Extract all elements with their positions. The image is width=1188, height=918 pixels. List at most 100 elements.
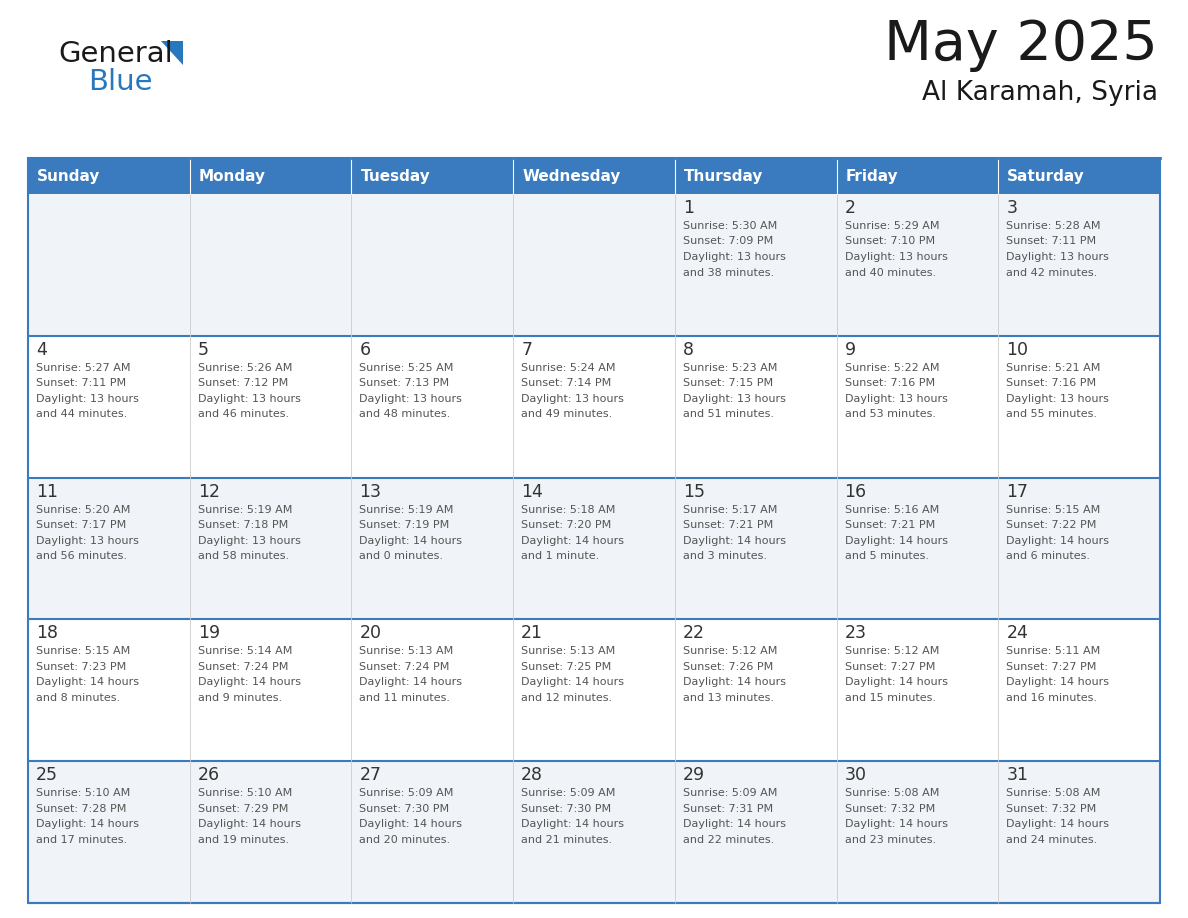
Text: Sunrise: 5:20 AM: Sunrise: 5:20 AM [36, 505, 131, 515]
Text: Sunset: 7:23 PM: Sunset: 7:23 PM [36, 662, 126, 672]
Bar [675, 620, 836, 761]
Text: Sunrise: 5:15 AM: Sunrise: 5:15 AM [36, 646, 131, 656]
Text: Sunrise: 5:09 AM: Sunrise: 5:09 AM [360, 789, 454, 798]
Text: and 48 minutes.: and 48 minutes. [360, 409, 450, 420]
Text: Sunset: 7:27 PM: Sunset: 7:27 PM [1006, 662, 1097, 672]
Text: Sunset: 7:16 PM: Sunset: 7:16 PM [845, 378, 935, 388]
Bar [352, 194, 513, 336]
Text: Sunrise: 5:21 AM: Sunrise: 5:21 AM [1006, 363, 1100, 373]
Text: Sunset: 7:32 PM: Sunset: 7:32 PM [1006, 803, 1097, 813]
Text: Sunrise: 5:13 AM: Sunrise: 5:13 AM [522, 646, 615, 656]
Text: Sunrise: 5:12 AM: Sunrise: 5:12 AM [683, 646, 777, 656]
Text: Sunset: 7:30 PM: Sunset: 7:30 PM [522, 803, 612, 813]
Bar [675, 477, 836, 620]
Text: Sunset: 7:25 PM: Sunset: 7:25 PM [522, 662, 612, 672]
Text: Daylight: 13 hours: Daylight: 13 hours [36, 535, 139, 545]
Text: and 55 minutes.: and 55 minutes. [1006, 409, 1098, 420]
Text: Sunrise: 5:15 AM: Sunrise: 5:15 AM [1006, 505, 1100, 515]
Text: Daylight: 13 hours: Daylight: 13 hours [845, 252, 948, 262]
Text: Daylight: 13 hours: Daylight: 13 hours [683, 252, 785, 262]
Bar [836, 194, 998, 336]
Text: Sunrise: 5:30 AM: Sunrise: 5:30 AM [683, 221, 777, 231]
Bar [513, 477, 675, 620]
Bar [998, 620, 1159, 761]
Text: Sunset: 7:29 PM: Sunset: 7:29 PM [197, 803, 287, 813]
Text: Sunrise: 5:14 AM: Sunrise: 5:14 AM [197, 646, 292, 656]
Text: Sunrise: 5:13 AM: Sunrise: 5:13 AM [360, 646, 454, 656]
Text: Daylight: 14 hours: Daylight: 14 hours [522, 819, 624, 829]
Bar [29, 620, 190, 761]
Text: 10: 10 [1006, 341, 1029, 359]
Bar [190, 761, 352, 903]
Text: Sunset: 7:28 PM: Sunset: 7:28 PM [36, 803, 126, 813]
Bar [836, 477, 998, 620]
Text: and 15 minutes.: and 15 minutes. [845, 693, 936, 703]
Bar [190, 336, 352, 477]
Text: Sunset: 7:10 PM: Sunset: 7:10 PM [845, 237, 935, 247]
Text: and 19 minutes.: and 19 minutes. [197, 834, 289, 845]
Bar [836, 158, 998, 194]
Text: Daylight: 13 hours: Daylight: 13 hours [36, 394, 139, 404]
Text: Daylight: 14 hours: Daylight: 14 hours [360, 535, 462, 545]
Bar [29, 761, 190, 903]
Bar [513, 620, 675, 761]
Text: 24: 24 [1006, 624, 1028, 643]
Bar [352, 620, 513, 761]
Bar [190, 158, 352, 194]
Bar [675, 158, 836, 194]
Text: and 49 minutes.: and 49 minutes. [522, 409, 612, 420]
Text: Sunset: 7:26 PM: Sunset: 7:26 PM [683, 662, 773, 672]
Bar [998, 194, 1159, 336]
Text: Daylight: 14 hours: Daylight: 14 hours [683, 535, 785, 545]
Text: Sunset: 7:21 PM: Sunset: 7:21 PM [683, 521, 773, 530]
Text: and 38 minutes.: and 38 minutes. [683, 267, 775, 277]
Text: Sunset: 7:19 PM: Sunset: 7:19 PM [360, 521, 450, 530]
Text: 21: 21 [522, 624, 543, 643]
Text: Al Karamah, Syria: Al Karamah, Syria [922, 80, 1158, 106]
Text: Blue: Blue [88, 68, 152, 96]
Text: 9: 9 [845, 341, 855, 359]
Bar [29, 336, 190, 477]
Text: Daylight: 14 hours: Daylight: 14 hours [197, 819, 301, 829]
Text: and 44 minutes.: and 44 minutes. [36, 409, 127, 420]
Text: Daylight: 13 hours: Daylight: 13 hours [522, 394, 624, 404]
Text: and 21 minutes.: and 21 minutes. [522, 834, 612, 845]
Text: Daylight: 14 hours: Daylight: 14 hours [683, 677, 785, 688]
Text: Sunset: 7:14 PM: Sunset: 7:14 PM [522, 378, 612, 388]
Bar [675, 761, 836, 903]
Text: May 2025: May 2025 [884, 18, 1158, 72]
Bar [190, 194, 352, 336]
Text: 27: 27 [360, 767, 381, 784]
Text: 5: 5 [197, 341, 209, 359]
Text: Sunset: 7:20 PM: Sunset: 7:20 PM [522, 521, 612, 530]
Text: Sunrise: 5:23 AM: Sunrise: 5:23 AM [683, 363, 777, 373]
Text: 19: 19 [197, 624, 220, 643]
Text: and 40 minutes.: and 40 minutes. [845, 267, 936, 277]
Text: Daylight: 14 hours: Daylight: 14 hours [683, 819, 785, 829]
Text: 4: 4 [36, 341, 46, 359]
Bar [29, 194, 190, 336]
Text: and 46 minutes.: and 46 minutes. [197, 409, 289, 420]
Text: and 20 minutes.: and 20 minutes. [360, 834, 450, 845]
Text: Daylight: 14 hours: Daylight: 14 hours [1006, 819, 1110, 829]
Bar [190, 477, 352, 620]
Bar [836, 620, 998, 761]
Bar [998, 761, 1159, 903]
Text: and 13 minutes.: and 13 minutes. [683, 693, 773, 703]
Text: Thursday: Thursday [684, 169, 763, 184]
Text: 18: 18 [36, 624, 58, 643]
Text: Sunrise: 5:26 AM: Sunrise: 5:26 AM [197, 363, 292, 373]
Bar [513, 158, 675, 194]
Text: 22: 22 [683, 624, 704, 643]
Text: Daylight: 13 hours: Daylight: 13 hours [360, 394, 462, 404]
Text: Sunrise: 5:19 AM: Sunrise: 5:19 AM [360, 505, 454, 515]
Text: Sunrise: 5:11 AM: Sunrise: 5:11 AM [1006, 646, 1100, 656]
Text: Sunset: 7:24 PM: Sunset: 7:24 PM [197, 662, 287, 672]
Text: and 17 minutes.: and 17 minutes. [36, 834, 127, 845]
Text: Sunset: 7:11 PM: Sunset: 7:11 PM [1006, 237, 1097, 247]
Bar [29, 477, 190, 620]
Bar [190, 620, 352, 761]
Bar [513, 761, 675, 903]
Text: and 5 minutes.: and 5 minutes. [845, 551, 929, 561]
Text: Sunset: 7:32 PM: Sunset: 7:32 PM [845, 803, 935, 813]
